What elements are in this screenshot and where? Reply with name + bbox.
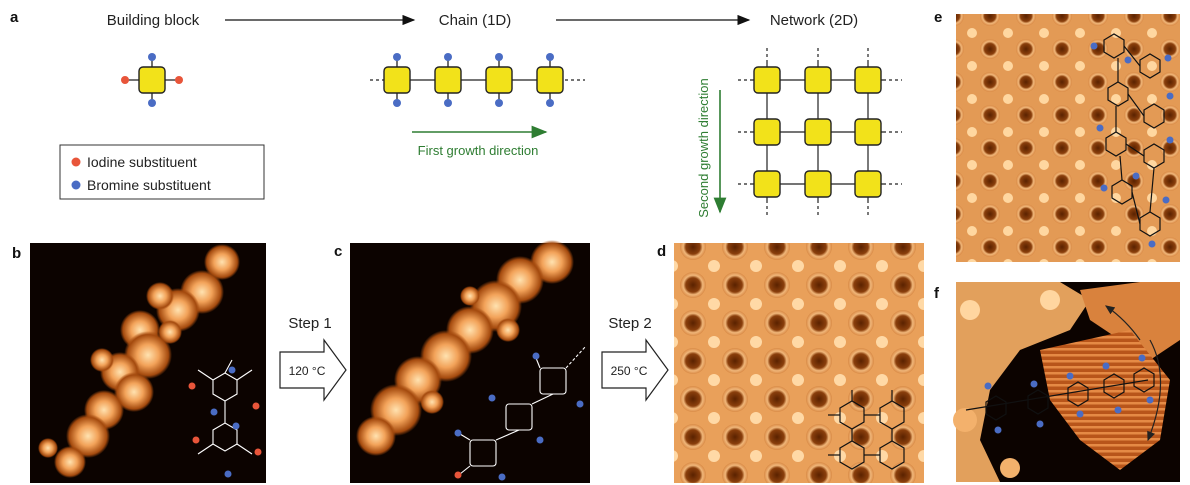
panel-letter-f: f [934,285,940,302]
network-glyph [738,48,902,218]
panel-letter-d: d [657,243,666,260]
molecule-overlay-b [197,359,253,455]
iodine-dot-icon [71,157,81,167]
chain-label: Chain (1D) [439,12,512,29]
building-block-glyph [121,53,183,107]
stm-image-d [674,243,924,483]
stm-image-b [30,243,266,483]
stm-image-c [350,240,590,483]
step1-arrow-icon [279,338,347,402]
panel-letter-b: b [12,245,21,262]
step1-label: Step 1 [288,315,331,332]
molecule-overlay-c [459,345,587,475]
legend-iodine: Iodine substituent [87,154,197,170]
molecule-overlay-f [965,367,1155,421]
first-growth-label: First growth direction [418,143,539,158]
rotation-arrow-up [1105,305,1141,341]
step1-temperature: 120 °C [289,364,326,378]
legend-bromine: Bromine substituent [87,177,211,193]
molecule-overlay-e [1103,33,1165,237]
molecule-overlay-d [828,390,905,470]
stm-image-f [953,282,1180,482]
stm-image-e [956,14,1180,262]
second-growth-label: Second growth direction [696,78,711,217]
step2-arrow-icon [601,338,669,402]
panel-letter-e: e [934,9,942,26]
bromine-dot-icon [71,180,81,190]
building-block-label: Building block [107,12,200,29]
legend: Iodine substituent Bromine substituent [59,144,265,200]
step2-label: Step 2 [608,315,651,332]
rotation-arrow-down [1147,339,1162,442]
panel-letter-a: a [10,9,19,26]
chain-glyph [370,53,585,107]
step2-temperature: 250 °C [611,364,648,378]
panel-letter-c: c [334,243,342,260]
network-label: Network (2D) [770,12,858,29]
